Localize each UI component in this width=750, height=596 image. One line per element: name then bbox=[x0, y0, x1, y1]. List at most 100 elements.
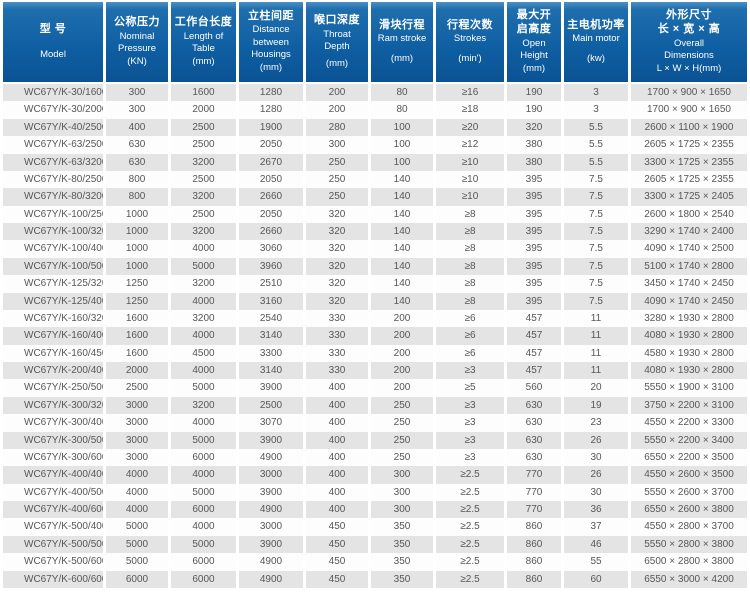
header-line: 行程次数 bbox=[447, 18, 493, 31]
header-line: 滑块行程 bbox=[379, 18, 425, 31]
cell-throat_depth: 400 bbox=[306, 379, 368, 397]
header-line: Pressure bbox=[117, 43, 156, 54]
cell-strokes: ≥6 bbox=[436, 309, 504, 328]
cell-throat_depth: 200 bbox=[306, 84, 368, 102]
cell-model: WC67Y/K-40/2500 bbox=[3, 118, 103, 137]
cell-dimensions: 3280 × 1930 × 2800 bbox=[631, 309, 747, 328]
header-line: (mm) bbox=[259, 61, 283, 73]
header-line: Table bbox=[192, 43, 215, 54]
cell-open_height: 395 bbox=[507, 275, 561, 293]
cell-dimensions: 5550 × 2800 × 3800 bbox=[631, 535, 747, 554]
cell-open_height: 457 bbox=[507, 362, 561, 380]
table-row: WC67Y/K-160/4000160040003140330200≥64571… bbox=[3, 327, 747, 345]
cell-housing_distance: 2670 bbox=[239, 153, 303, 171]
header-line: (mm) bbox=[390, 52, 414, 64]
cell-main_motor: 11 bbox=[564, 344, 628, 362]
cell-ram_stroke: 250 bbox=[371, 396, 433, 415]
cell-nominal_pressure: 6000 bbox=[106, 570, 168, 588]
cell-open_height: 860 bbox=[507, 570, 561, 588]
cell-ram_stroke: 140 bbox=[371, 188, 433, 206]
cell-open_height: 457 bbox=[507, 327, 561, 345]
cell-throat_depth: 400 bbox=[306, 501, 368, 519]
cell-ram_stroke: 80 bbox=[371, 101, 433, 119]
table-row: WC67Y/K-400/6000400060004900400300≥2.577… bbox=[3, 501, 747, 519]
table-row: WC67Y/K-40/2500 400 2500 1900 280 100 ≥20 320 5.… bbox=[3, 118, 747, 137]
cell-housing_distance: 3960 bbox=[239, 257, 303, 276]
cell-nominal_pressure: 400 bbox=[106, 118, 168, 137]
cell-throat_depth: 400 bbox=[306, 448, 368, 467]
cell-main_motor: 5.5 bbox=[564, 118, 628, 137]
cell-table_length: 3200 bbox=[171, 188, 236, 206]
cell-open_height: 395 bbox=[507, 240, 561, 258]
table-row: WC67Y/K-30/2000 300 2000 1280 200 80 ≥18 190 3 17… bbox=[3, 101, 747, 119]
cell-main_motor: 7.5 bbox=[564, 240, 628, 258]
table-row: WC67Y/K-500/5000500050003900450350≥2.586… bbox=[3, 535, 747, 554]
cell-main_motor: 30 bbox=[564, 483, 628, 501]
table-row: WC67Y/K-63/3200 630 3200 2670 250 100 ≥10 380 5.… bbox=[3, 153, 747, 171]
cell-nominal_pressure: 4000 bbox=[106, 501, 168, 519]
cell-housing_distance: 2660 bbox=[239, 223, 303, 241]
cell-ram_stroke: 140 bbox=[371, 275, 433, 293]
header-line: 型 号 bbox=[39, 23, 67, 35]
cell-throat_depth: 330 bbox=[306, 344, 368, 362]
header-cell-table_length: 工作台长度 Length of Table (mm) bbox=[171, 2, 236, 84]
cell-model: WC67Y/K-63/3200 bbox=[3, 153, 103, 171]
header-cell-nominal_pressure: 公称压力 Nominal Pressure (KN) bbox=[106, 2, 168, 84]
cell-housing_distance: 3140 bbox=[239, 327, 303, 345]
cell-throat_depth: 320 bbox=[306, 275, 368, 293]
table-row: WC67Y/K-80/3200 800 3200 2660 250 140 ≥10 395 7.… bbox=[3, 188, 747, 206]
cell-nominal_pressure: 1250 bbox=[106, 292, 168, 310]
header-line: 工作台长度 bbox=[174, 16, 233, 28]
table-row: WC67Y/K-100/4000100040003060320140≥83957… bbox=[3, 240, 747, 258]
cell-nominal_pressure: 800 bbox=[106, 188, 168, 206]
cell-main_motor: 3 bbox=[564, 84, 628, 102]
header-line: 启高度 bbox=[516, 23, 552, 36]
header-cell-housing_distance: 立柱间距 Distance between Housings (mm) bbox=[239, 2, 303, 84]
table-row: WC67Y/K-400/4000400040003000400300≥2.577… bbox=[3, 466, 747, 484]
cell-throat_depth: 400 bbox=[306, 431, 368, 449]
cell-throat_depth: 330 bbox=[306, 362, 368, 380]
cell-housing_distance: 3900 bbox=[239, 535, 303, 554]
header-line: Throat bbox=[323, 28, 351, 40]
header-line: (kw) bbox=[587, 52, 605, 64]
cell-open_height: 395 bbox=[507, 223, 561, 241]
cell-nominal_pressure: 5000 bbox=[106, 535, 168, 554]
cell-ram_stroke: 300 bbox=[371, 466, 433, 484]
header-line: Strokes bbox=[453, 33, 487, 45]
cell-housing_distance: 2510 bbox=[239, 275, 303, 293]
cell-strokes: ≥10 bbox=[436, 170, 504, 189]
cell-main_motor: 11 bbox=[564, 327, 628, 345]
cell-dimensions: 4080 × 1930 × 2800 bbox=[631, 362, 747, 380]
cell-strokes: ≥6 bbox=[436, 344, 504, 362]
cell-ram_stroke: 140 bbox=[371, 170, 433, 189]
cell-strokes: ≥8 bbox=[436, 275, 504, 293]
table-row: WC67Y/K-125/4000125040003160320140≥83957… bbox=[3, 292, 747, 310]
cell-nominal_pressure: 300 bbox=[106, 101, 168, 119]
cell-open_height: 630 bbox=[507, 414, 561, 432]
cell-table_length: 2500 bbox=[171, 136, 236, 154]
cell-throat_depth: 280 bbox=[306, 118, 368, 137]
cell-ram_stroke: 200 bbox=[371, 327, 433, 345]
cell-ram_stroke: 100 bbox=[371, 118, 433, 137]
cell-table_length: 4000 bbox=[171, 240, 236, 258]
cell-table_length: 3200 bbox=[171, 396, 236, 415]
cell-model: WC67Y/K-30/2000 bbox=[3, 101, 103, 119]
cell-open_height: 395 bbox=[507, 205, 561, 223]
cell-main_motor: 20 bbox=[564, 379, 628, 397]
cell-strokes: ≥8 bbox=[436, 257, 504, 276]
cell-table_length: 5000 bbox=[171, 483, 236, 501]
cell-model: WC67Y/K-100/3200 bbox=[3, 223, 103, 241]
header-cell-throat_depth: 喉口深度 Throat Depth (mm) bbox=[306, 2, 368, 84]
cell-throat_depth: 250 bbox=[306, 153, 368, 171]
cell-housing_distance: 2050 bbox=[239, 136, 303, 154]
header-line: (min') bbox=[458, 52, 482, 64]
cell-strokes: ≥2.5 bbox=[436, 483, 504, 501]
cell-housing_distance: 1900 bbox=[239, 118, 303, 137]
cell-open_height: 190 bbox=[507, 84, 561, 102]
cell-dimensions: 4580 × 1930 × 2800 bbox=[631, 344, 747, 362]
cell-table_length: 4000 bbox=[171, 292, 236, 310]
cell-dimensions: 2605 × 1725 × 2355 bbox=[631, 170, 747, 189]
cell-throat_depth: 400 bbox=[306, 396, 368, 415]
cell-model: WC67Y/K-63/2500 bbox=[3, 136, 103, 154]
cell-housing_distance: 2660 bbox=[239, 188, 303, 206]
